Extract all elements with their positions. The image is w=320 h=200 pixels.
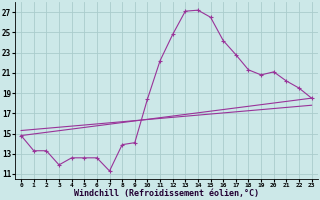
X-axis label: Windchill (Refroidissement éolien,°C): Windchill (Refroidissement éolien,°C) [74, 189, 259, 198]
